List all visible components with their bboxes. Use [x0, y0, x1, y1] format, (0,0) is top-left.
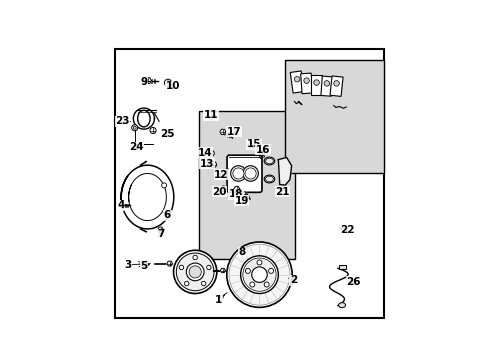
Bar [290, 71, 304, 93]
Circle shape [162, 183, 166, 188]
Circle shape [264, 282, 268, 287]
Bar [300, 73, 312, 94]
Text: 26: 26 [346, 276, 360, 287]
Circle shape [243, 166, 258, 181]
Circle shape [131, 125, 138, 131]
Text: 17: 17 [226, 127, 241, 137]
Text: 10: 10 [165, 81, 180, 91]
Text: 25: 25 [160, 129, 174, 139]
Polygon shape [278, 157, 291, 185]
FancyBboxPatch shape [226, 155, 262, 192]
Circle shape [179, 265, 183, 270]
Circle shape [240, 256, 278, 293]
Text: 21: 21 [275, 186, 289, 197]
Text: 24: 24 [129, 142, 143, 152]
Circle shape [228, 244, 289, 305]
Text: 13: 13 [200, 159, 214, 169]
Circle shape [220, 186, 226, 192]
Bar [329, 76, 343, 96]
Text: 5: 5 [140, 261, 147, 271]
Text: 23: 23 [115, 116, 129, 126]
Text: 11: 11 [203, 110, 218, 120]
Polygon shape [158, 227, 163, 232]
Circle shape [294, 76, 299, 82]
Polygon shape [219, 172, 224, 176]
Text: 2: 2 [289, 275, 297, 285]
Circle shape [244, 168, 256, 179]
Circle shape [164, 79, 171, 86]
Circle shape [184, 281, 188, 286]
Circle shape [313, 80, 319, 85]
Ellipse shape [264, 157, 274, 165]
Polygon shape [166, 261, 172, 266]
Circle shape [173, 250, 216, 293]
Circle shape [333, 81, 339, 86]
Text: 16: 16 [255, 145, 270, 155]
Circle shape [209, 152, 212, 155]
Circle shape [303, 78, 309, 84]
Text: 3: 3 [124, 260, 131, 270]
Text: 7: 7 [157, 229, 164, 239]
Polygon shape [220, 129, 225, 135]
Circle shape [251, 267, 267, 283]
Text: 20: 20 [212, 186, 226, 197]
Bar [199, 111, 294, 260]
Circle shape [176, 253, 214, 291]
Text: 12: 12 [214, 170, 228, 180]
Circle shape [245, 269, 250, 273]
Ellipse shape [265, 158, 273, 164]
Circle shape [166, 81, 169, 85]
Circle shape [189, 266, 201, 278]
Text: 18: 18 [228, 189, 243, 199]
Polygon shape [233, 186, 239, 191]
Circle shape [201, 281, 205, 286]
Polygon shape [220, 268, 225, 273]
Bar [339, 265, 346, 269]
Circle shape [133, 126, 136, 129]
Text: 4: 4 [117, 201, 124, 210]
Circle shape [193, 255, 197, 260]
Polygon shape [121, 165, 173, 229]
Ellipse shape [265, 176, 273, 182]
Bar [310, 75, 322, 95]
Bar [285, 60, 383, 174]
Circle shape [324, 81, 329, 86]
Ellipse shape [138, 110, 150, 127]
Text: 14: 14 [198, 148, 212, 158]
Circle shape [150, 127, 156, 134]
Polygon shape [120, 203, 125, 208]
Circle shape [232, 168, 244, 179]
Polygon shape [288, 276, 294, 281]
Text: 22: 22 [339, 225, 354, 235]
Circle shape [206, 265, 211, 270]
Ellipse shape [338, 303, 345, 308]
Circle shape [257, 260, 262, 265]
Circle shape [268, 269, 273, 273]
Bar [320, 76, 332, 96]
Circle shape [208, 150, 214, 156]
Circle shape [243, 258, 276, 291]
Ellipse shape [264, 175, 274, 183]
Circle shape [247, 144, 252, 148]
Circle shape [186, 263, 203, 281]
Text: 6: 6 [163, 210, 171, 220]
Text: 8: 8 [238, 247, 245, 257]
Circle shape [249, 282, 254, 287]
Text: 1: 1 [215, 294, 222, 305]
Text: 19: 19 [234, 195, 248, 206]
Polygon shape [144, 78, 151, 84]
Polygon shape [241, 192, 247, 197]
Circle shape [210, 162, 216, 168]
Text: 9: 9 [140, 77, 147, 87]
Circle shape [230, 166, 245, 181]
Text: 15: 15 [246, 139, 261, 149]
Circle shape [226, 242, 292, 307]
